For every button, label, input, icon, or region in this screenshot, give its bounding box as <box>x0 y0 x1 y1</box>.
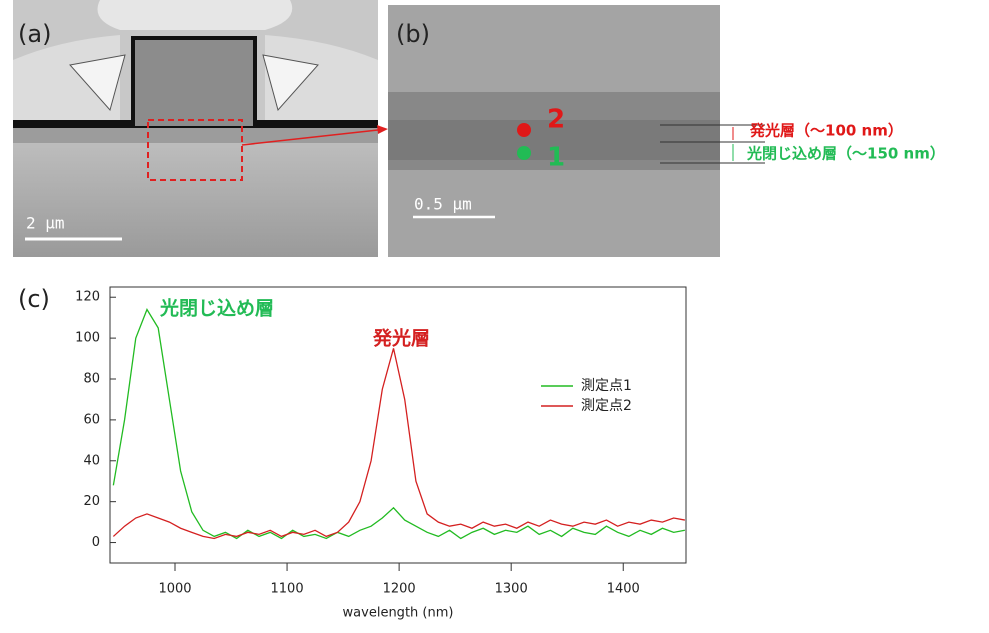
x-tick-label: 1200 <box>383 582 416 597</box>
y-tick-label: 60 <box>83 412 100 427</box>
legend-label: 測定点2 <box>581 398 632 414</box>
annotation: 光閉じ込め層 <box>159 297 274 320</box>
scale-label: 0.5 µm <box>414 195 472 214</box>
point-label: 2 <box>547 105 565 135</box>
point-label: 1 <box>547 143 565 173</box>
panel-label: (a) <box>18 20 51 48</box>
x-axis-label: wavelength (nm) <box>343 606 454 621</box>
zoom-arrow <box>241 129 379 146</box>
panel-label: (c) <box>18 285 50 313</box>
x-tick-label: 1300 <box>495 582 528 597</box>
series-line <box>112 348 685 540</box>
series-line <box>112 308 685 540</box>
y-tick-label: 120 <box>75 290 100 305</box>
plot-frame <box>109 286 687 564</box>
legend-label: 測定点1 <box>581 378 632 394</box>
x-tick-label: 1400 <box>607 582 640 597</box>
y-tick-label: 20 <box>83 494 100 509</box>
scale-label: 2 µm <box>26 214 65 233</box>
y-tick-label: 80 <box>83 372 100 387</box>
x-tick-label: 1100 <box>271 582 304 597</box>
annotation: 発光層 <box>372 327 430 350</box>
x-tick-label: 1000 <box>158 582 191 597</box>
y-tick-label: 40 <box>83 453 100 468</box>
arrow-head <box>377 125 388 134</box>
y-tick-label: 0 <box>92 535 100 550</box>
y-tick-label: 100 <box>75 331 100 346</box>
sem-image-a <box>13 0 378 257</box>
panel-label: (b) <box>396 20 430 48</box>
layer-label: 発光層（～100 nm） <box>749 122 903 140</box>
layer-label: 光閉じ込め層（～150 nm） <box>746 145 945 163</box>
sem-image-b <box>388 5 765 257</box>
